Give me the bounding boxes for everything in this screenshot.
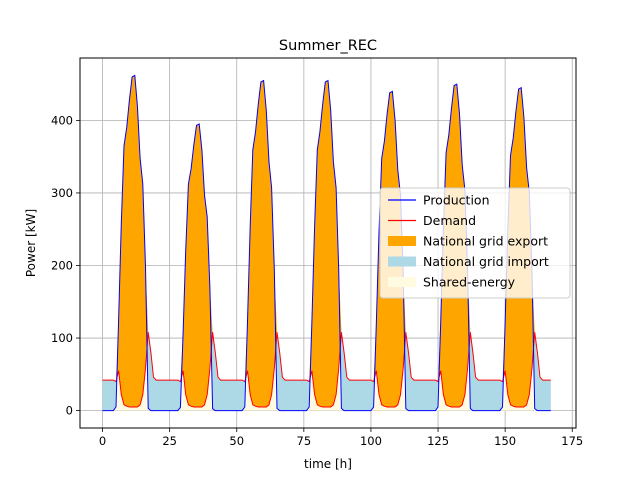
legend-fill-swatch bbox=[388, 236, 416, 246]
x-tick-label: 0 bbox=[99, 434, 106, 448]
x-tick-label: 50 bbox=[229, 434, 244, 448]
demand-line bbox=[102, 332, 551, 408]
legend-label: Demand bbox=[423, 213, 476, 228]
y-tick-label: 300 bbox=[51, 186, 73, 200]
x-tick-label: 175 bbox=[561, 434, 583, 448]
x-tick-label: 100 bbox=[360, 434, 382, 448]
legend-label: Shared-energy bbox=[423, 275, 516, 290]
legend-label: Production bbox=[423, 193, 490, 208]
x-axis-label: time [h] bbox=[304, 457, 352, 471]
y-tick-label: 200 bbox=[51, 258, 73, 272]
x-tick-label: 75 bbox=[297, 434, 312, 448]
production-line bbox=[102, 74, 551, 412]
axis-ticks: 0 25 50 75 100 125 150 175 0 100 200 300 400 bbox=[51, 113, 583, 448]
y-tick-label: 0 bbox=[66, 404, 73, 418]
legend-fill-swatch bbox=[388, 277, 416, 287]
chart-title: Summer_REC bbox=[279, 38, 377, 54]
x-tick-label: 25 bbox=[162, 434, 177, 448]
x-tick-label: 150 bbox=[494, 434, 516, 448]
y-tick-label: 400 bbox=[51, 113, 73, 127]
legend-box bbox=[379, 187, 571, 299]
plot-frame bbox=[79, 57, 577, 429]
x-tick-label: 125 bbox=[427, 434, 449, 448]
y-axis-label: Power [kW] bbox=[24, 209, 38, 277]
legend-fill-swatch bbox=[388, 256, 416, 267]
legend: Production Demand National grid export Nati… bbox=[379, 187, 571, 299]
series-lines bbox=[102, 74, 551, 412]
legend-label: National grid import bbox=[423, 254, 549, 269]
shared-energy-area bbox=[102, 368, 551, 411]
legend-label: National grid export bbox=[423, 234, 548, 249]
y-tick-label: 100 bbox=[51, 331, 73, 345]
national-grid-export-area bbox=[102, 75, 551, 408]
area-fills bbox=[102, 75, 551, 411]
